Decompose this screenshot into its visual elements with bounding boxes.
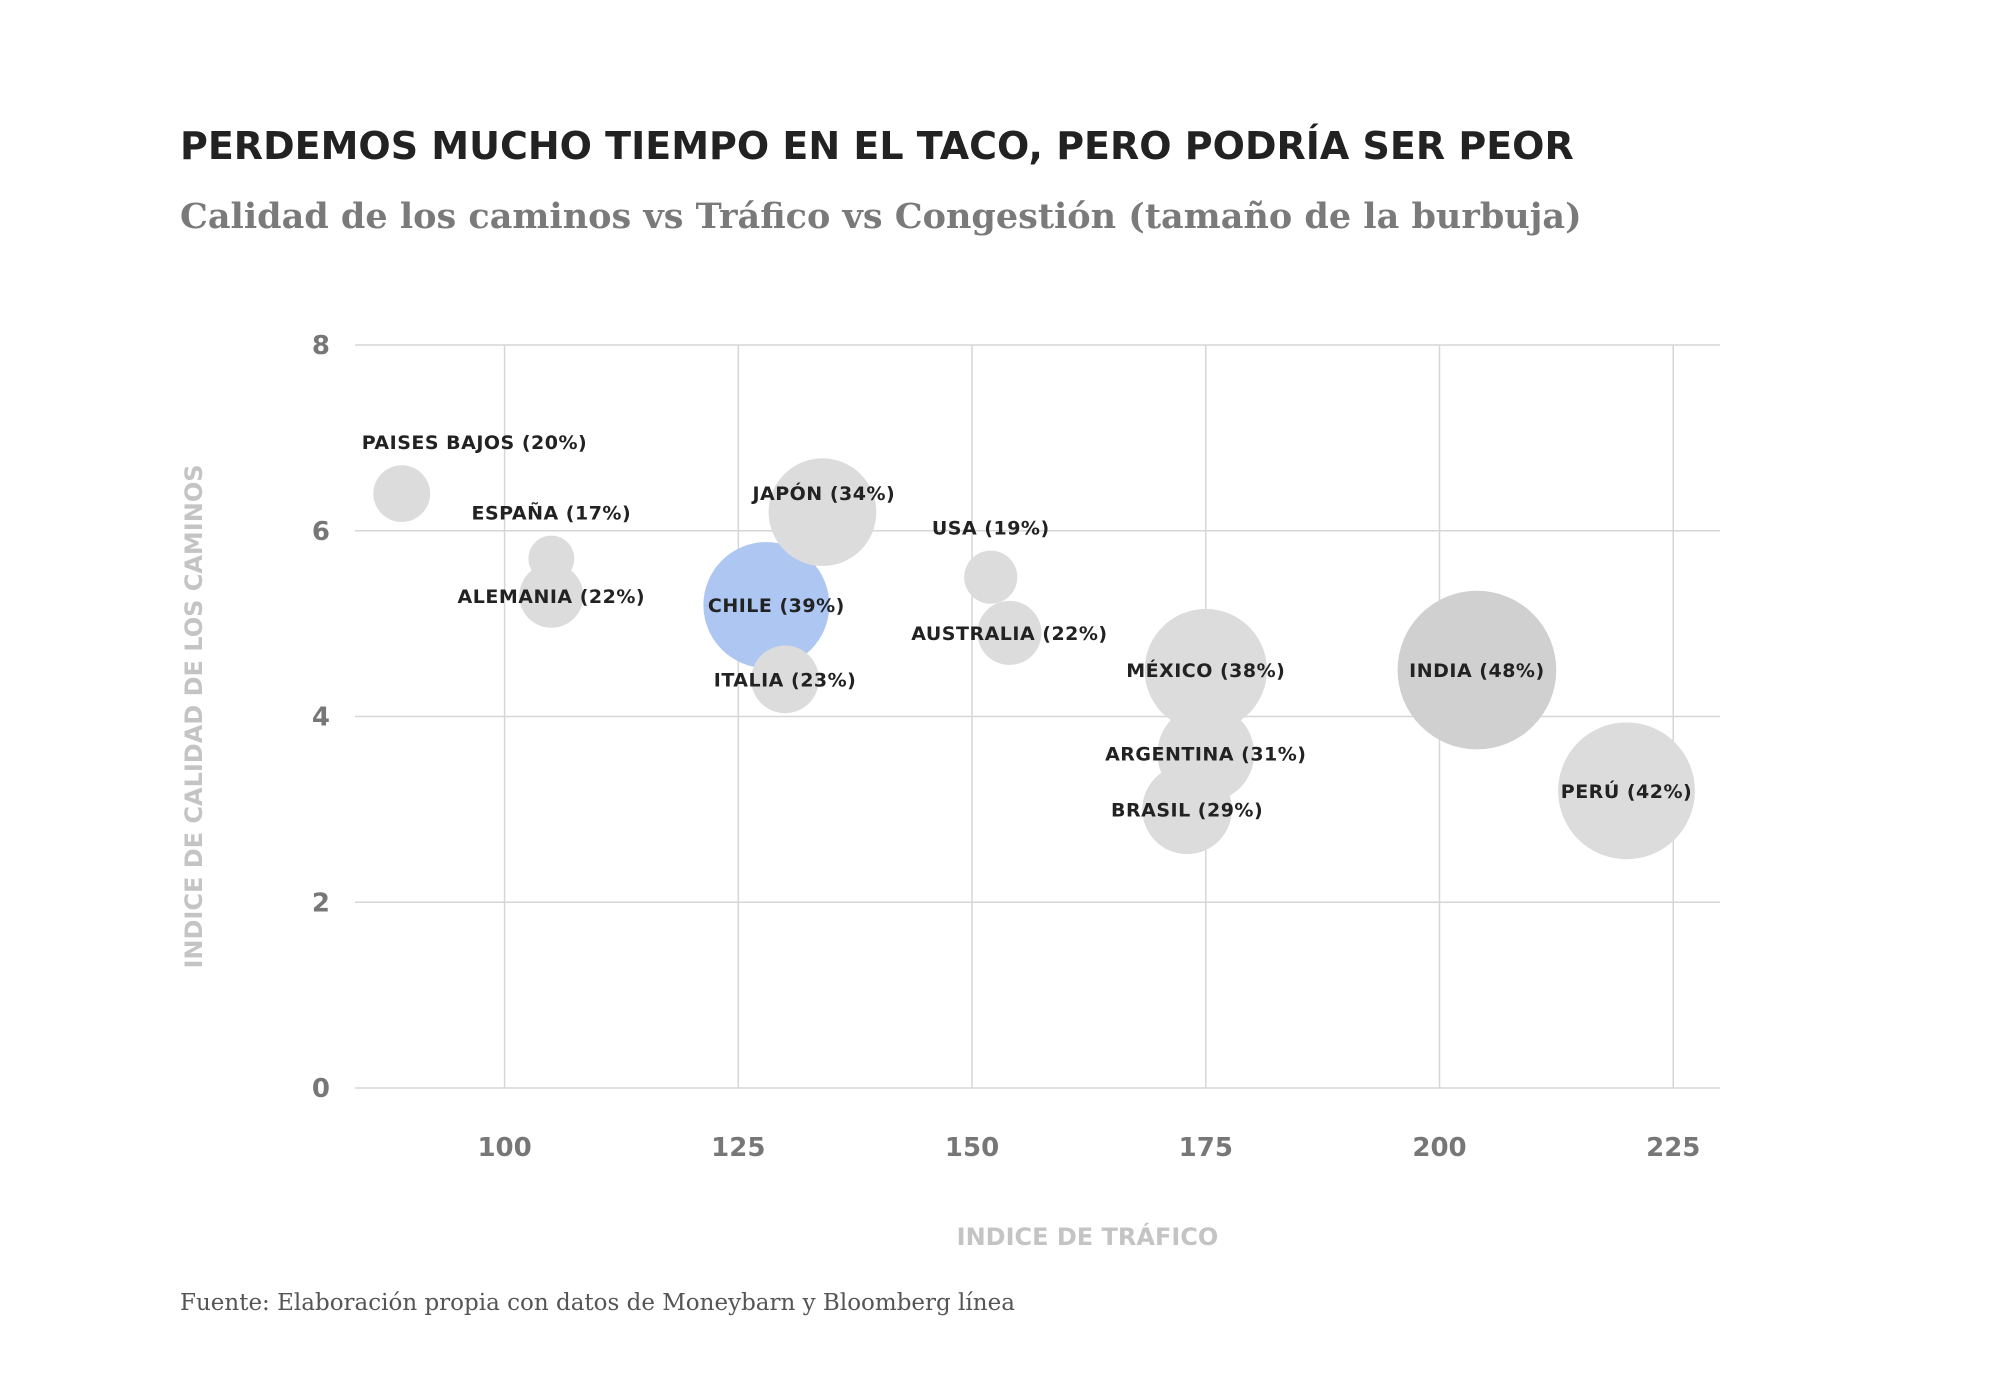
bubble	[1144, 608, 1267, 732]
bubble-label: INDIA (48%)	[1409, 660, 1544, 682]
x-tick-label: 125	[711, 1133, 765, 1163]
bubble-label: ITALIA (23%)	[714, 669, 857, 691]
bubble	[528, 535, 575, 582]
y-axis-title: INDICE DE CALIDAD DE LOS CAMINOS	[180, 464, 208, 968]
bubble-label: USA (19%)	[932, 518, 1050, 540]
y-tick-label: 6	[312, 517, 330, 547]
x-tick-label: 175	[1179, 1133, 1233, 1163]
bubble-label: ALEMANIA (22%)	[458, 586, 646, 608]
bubble-label: PAISES BAJOS (20%)	[362, 432, 587, 454]
x-tick-label: 225	[1646, 1133, 1700, 1163]
bubble-label: ARGENTINA (31%)	[1105, 744, 1306, 766]
source-note: Fuente: Elaboración propia con datos de …	[180, 1290, 1015, 1316]
bubble-label: PERÚ (42%)	[1561, 779, 1692, 803]
bubble	[519, 563, 584, 628]
bubble	[1558, 722, 1695, 860]
x-tick-label: 150	[945, 1133, 999, 1163]
bubble-label: JAPÓN (34%)	[750, 481, 895, 505]
x-tick-label: 200	[1412, 1133, 1466, 1163]
chart-title: PERDEMOS MUCHO TIEMPO EN EL TACO, PERO P…	[180, 124, 1574, 168]
y-tick-label: 0	[312, 1074, 330, 1104]
chart-subtitle: Calidad de los caminos vs Tráfico vs Con…	[180, 196, 1582, 237]
bubble-label: MÉXICO (38%)	[1126, 659, 1285, 682]
bubble-series	[373, 458, 1695, 860]
bubble	[768, 458, 877, 567]
x-tick-label: 100	[477, 1133, 531, 1163]
axis-ticks: 0 2 4 6 8 100 125 150 175 200 225	[312, 331, 1700, 1163]
bubble	[1397, 590, 1557, 750]
x-axis-title: INDICE DE TRÁFICO	[957, 1222, 1219, 1251]
bubble-label: ESPAÑA (17%)	[472, 501, 632, 525]
bubble	[751, 645, 819, 714]
bubble	[703, 542, 830, 669]
bubble-labels: PAISES BAJOS (20%) ESPAÑA (17%) ALEMANIA (…	[362, 432, 1692, 821]
bubble	[1142, 764, 1232, 855]
bubble	[964, 550, 1018, 604]
y-tick-label: 2	[312, 888, 330, 918]
y-tick-label: 8	[312, 331, 330, 361]
bubble-label: AUSTRALIA (22%)	[911, 623, 1107, 645]
bubble	[977, 600, 1042, 665]
bubble-label: CHILE (39%)	[708, 595, 845, 617]
bubble	[373, 465, 431, 522]
chart-grid	[355, 344, 1720, 1089]
y-tick-label: 4	[312, 703, 330, 733]
bubble-label: BRASIL (29%)	[1111, 799, 1263, 821]
